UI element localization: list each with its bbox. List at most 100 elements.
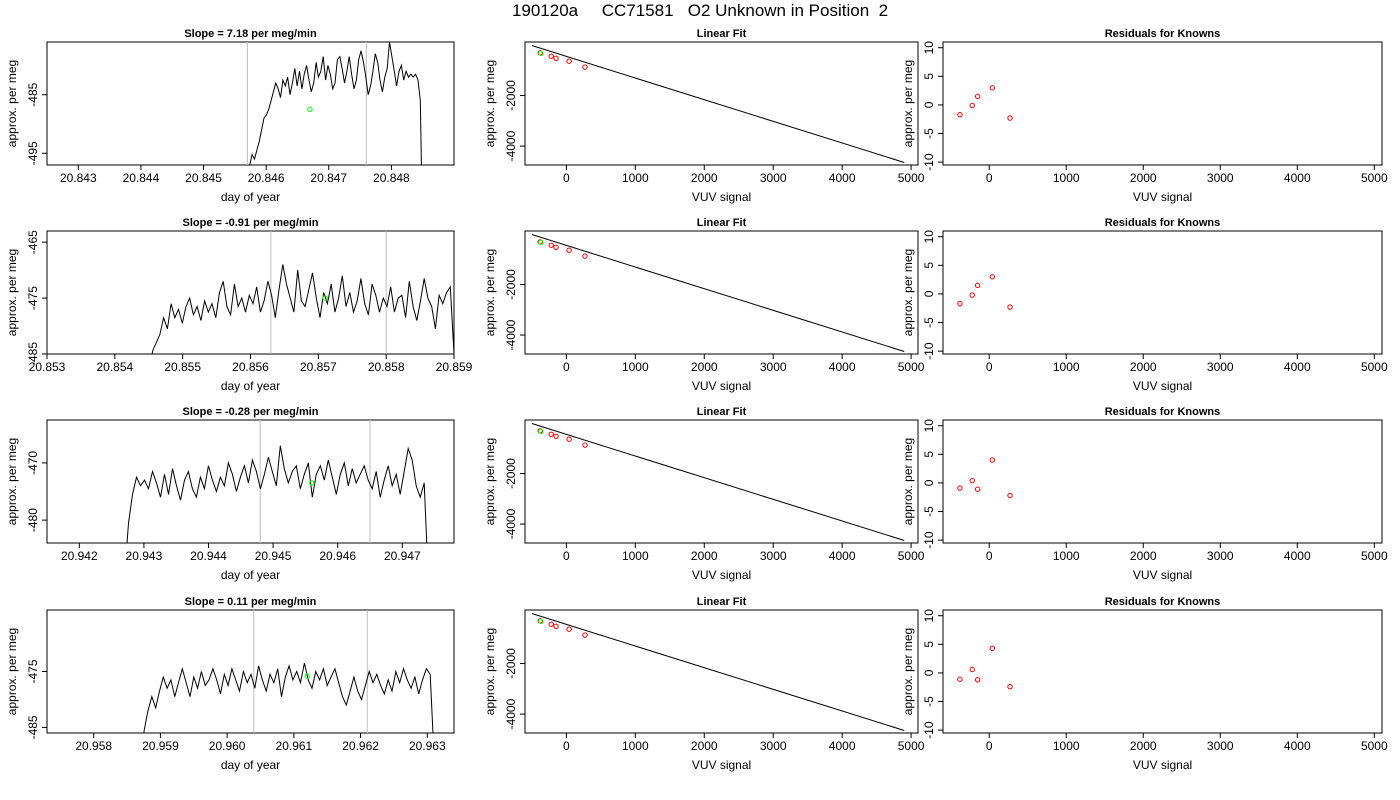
x-tick-label: 20.947 (384, 549, 421, 563)
x-axis-label: day of year (221, 568, 280, 582)
plot-title: Slope = 7.18 per meg/min (184, 28, 317, 40)
x-tick-label: 2000 (691, 360, 718, 374)
x-tick-label: 2000 (691, 171, 718, 185)
unknown-mean-point (307, 106, 313, 113)
y-tick-label: -2000 (504, 80, 518, 111)
x-tick-label: 5000 (1361, 549, 1388, 563)
x-axis-label: VUV signal (692, 758, 751, 772)
plot-frame (942, 41, 1383, 166)
y-tick-label: -485 (26, 342, 40, 366)
x-tick-label: 20.961 (276, 739, 313, 753)
x-tick-label: 3000 (1207, 171, 1234, 185)
residual-point (957, 111, 963, 118)
x-tick-label: 5000 (1361, 360, 1388, 374)
residual-point (989, 85, 995, 91)
x-tick-label: 3000 (760, 549, 787, 563)
known-point (548, 53, 554, 59)
x-tick-label: 20.962 (342, 739, 379, 753)
y-tick-label: 10 (922, 609, 936, 623)
x-tick-label: 2000 (1130, 171, 1157, 185)
x-axis-label: VUV signal (1133, 379, 1192, 393)
x-tick-label: 20.943 (126, 549, 163, 563)
y-tick-label: -2000 (504, 648, 518, 679)
fit-line (531, 45, 905, 163)
x-tick-label: 0 (986, 549, 993, 563)
residual-point (974, 677, 981, 683)
plot-frame (524, 609, 919, 734)
plot-title: Residuals for Knowns (1105, 406, 1221, 418)
x-axis-label: VUV signal (692, 190, 751, 204)
y-axis-label: approx. per meg (5, 628, 19, 715)
known-point (553, 55, 559, 61)
x-tick-label: 4000 (829, 171, 856, 185)
x-tick-label: 3000 (1207, 360, 1234, 374)
x-axis-label: VUV signal (1133, 190, 1192, 204)
x-axis-label: day of year (221, 190, 280, 204)
plot-frame (46, 230, 455, 355)
y-axis-label: approx. per meg (901, 249, 915, 336)
residual-point (974, 282, 981, 289)
known-point (548, 621, 554, 627)
x-tick-label: 20.944 (190, 549, 227, 563)
y-tick-label: -5 (922, 128, 936, 139)
x-tick-label: 5000 (898, 360, 925, 374)
figure-title: 190120a CC71581 O2 Unknown in Position 2 (511, 1, 889, 20)
y-axis-label: approx. per meg (5, 438, 19, 525)
y-tick-label: 0 (922, 669, 936, 676)
unknown-point (538, 239, 544, 246)
x-tick-label: 20.845 (185, 171, 222, 185)
fit-line (531, 423, 905, 541)
plot-title: Slope = 0.11 per meg/min (185, 596, 317, 608)
x-tick-label: 0 (986, 739, 993, 753)
y-tick-label: 5 (922, 451, 936, 458)
y-axis-label: approx. per meg (483, 60, 497, 147)
x-tick-label: 0 (986, 171, 993, 185)
known-point (553, 244, 559, 250)
y-axis-label: approx. per meg (901, 60, 915, 147)
x-tick-label: 1000 (1053, 360, 1080, 374)
x-tick-label: 1000 (622, 171, 649, 185)
unknown-point (538, 618, 544, 625)
x-tick-label: 4000 (1284, 360, 1311, 374)
y-tick-label: 0 (922, 101, 936, 108)
residual-point (1007, 115, 1013, 121)
y-tick-label: 5 (922, 641, 936, 648)
x-tick-label: 0 (563, 549, 570, 563)
x-tick-label: 4000 (1284, 171, 1311, 185)
x-tick-label: 20.963 (409, 739, 446, 753)
y-axis-label: approx. per meg (901, 628, 915, 715)
plot-frame (942, 419, 1383, 544)
y-tick-label: -10 (922, 531, 936, 549)
y-tick-label: -4000 (504, 698, 518, 729)
x-tick-label: 5000 (898, 171, 925, 185)
x-tick-label: 20.959 (142, 739, 179, 753)
residual-point (989, 645, 995, 652)
x-tick-label: 1000 (1053, 739, 1080, 753)
x-axis-label: day of year (221, 379, 280, 393)
y-tick-label: -5 (922, 696, 936, 707)
y-axis-label: approx. per meg (5, 249, 19, 336)
x-tick-label: 20.846 (248, 171, 285, 185)
known-point (582, 632, 588, 638)
x-tick-label: 20.945 (255, 549, 292, 563)
signal-trace (126, 445, 428, 543)
x-tick-label: 20.853 (29, 360, 66, 374)
plot-title: Linear Fit (697, 217, 747, 229)
y-tick-label: -10 (922, 721, 936, 739)
y-tick-label: -2000 (504, 269, 518, 300)
known-point (553, 433, 559, 439)
x-tick-label: 5000 (898, 549, 925, 563)
unknown-point (538, 428, 544, 435)
x-tick-label: 2000 (1130, 549, 1157, 563)
fit-line (531, 613, 905, 731)
x-tick-label: 3000 (760, 360, 787, 374)
plot-frame (942, 609, 1383, 734)
x-axis-label: VUV signal (692, 379, 751, 393)
x-tick-label: 20.843 (60, 171, 97, 185)
y-tick-label: 0 (922, 479, 936, 486)
plot-title: Slope = -0.91 per meg/min (182, 217, 318, 229)
y-tick-label: -485 (26, 715, 40, 739)
y-tick-label: 10 (922, 230, 936, 244)
x-tick-label: 20.958 (75, 739, 112, 753)
